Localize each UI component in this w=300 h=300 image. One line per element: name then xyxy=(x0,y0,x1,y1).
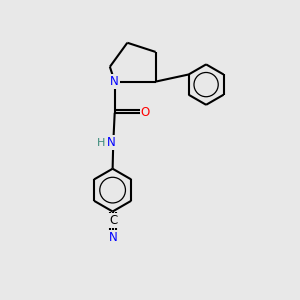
Text: N: N xyxy=(107,136,116,149)
Text: N: N xyxy=(110,75,119,88)
Text: C: C xyxy=(109,214,117,227)
Text: O: O xyxy=(141,106,150,119)
Text: N: N xyxy=(109,231,118,244)
Text: H: H xyxy=(97,138,105,148)
